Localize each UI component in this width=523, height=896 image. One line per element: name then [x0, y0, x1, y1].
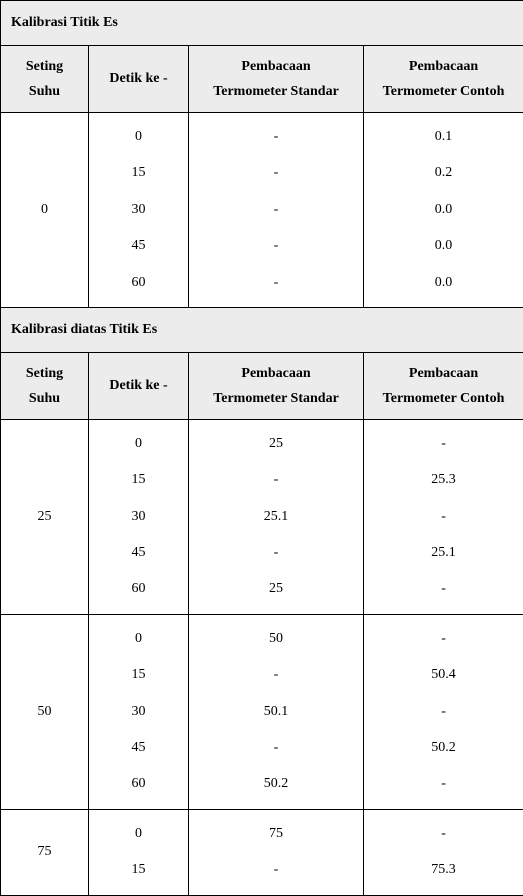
s1-s4: - [189, 265, 363, 301]
s2g1-s0: 50 [189, 621, 363, 657]
s1-s2: - [189, 192, 363, 228]
s1-h-seting-a: Seting [5, 54, 84, 79]
s2g0-s4: 25 [189, 571, 363, 607]
s1-s3: - [189, 228, 363, 264]
s1-h-standar-a: Pembacaan [193, 54, 359, 79]
s1-times: 0 15 30 45 60 [89, 112, 189, 307]
s2g0-standar: 25 - 25.1 - 25 [189, 419, 364, 614]
s2g2-contoh: - 75.3 [364, 809, 523, 895]
s2g0-t2: 30 [89, 499, 188, 535]
s1-seting: 0 [1, 112, 89, 307]
s2g1-c4: - [364, 766, 523, 802]
s2g0-contoh: - 25.3 - 25.1 - [364, 419, 523, 614]
s2g2-standar: 75 - [189, 809, 364, 895]
s1-standar: - - - - - [189, 112, 364, 307]
s2-h-standar-a: Pembacaan [193, 361, 359, 386]
s2g0-t3: 45 [89, 535, 188, 571]
s2g2-t0: 0 [89, 816, 188, 852]
s1-h-standar: Pembacaan Termometer Standar [189, 45, 364, 112]
s2g2-c0: - [364, 816, 523, 852]
s2g2-s0: 75 [189, 816, 363, 852]
s2g0-s1: - [189, 462, 363, 498]
s1-t4: 60 [89, 265, 188, 301]
s1-s0: - [189, 119, 363, 155]
s2g2-t1: 15 [89, 852, 188, 888]
s2-h-standar: Pembacaan Termometer Standar [189, 352, 364, 419]
s1-t3: 45 [89, 228, 188, 264]
s2g1-c3: 50.2 [364, 730, 523, 766]
s2g0-c1: 25.3 [364, 462, 523, 498]
s2g1-c2: - [364, 694, 523, 730]
s2g0-s2: 25.1 [189, 499, 363, 535]
s2g0-c2: - [364, 499, 523, 535]
s2-h-detik: Detik ke - [89, 352, 189, 419]
s1-h-contoh-b: Termometer Contoh [368, 79, 519, 104]
s2g1-s4: 50.2 [189, 766, 363, 802]
s2g2-c1: 75.3 [364, 852, 523, 888]
s2g0-s3: - [189, 535, 363, 571]
s1-h-seting: Seting Suhu [1, 45, 89, 112]
s1-h-detik: Detik ke - [89, 45, 189, 112]
s1-t0: 0 [89, 119, 188, 155]
s2-h-contoh: Pembacaan Termometer Contoh [364, 352, 523, 419]
s2g1-standar: 50 - 50.1 - 50.2 [189, 614, 364, 809]
s1-c0: 0.1 [364, 119, 523, 155]
s2g1-t4: 60 [89, 766, 188, 802]
s1-c3: 0.0 [364, 228, 523, 264]
s2g1-contoh: - 50.4 - 50.2 - [364, 614, 523, 809]
s1-c4: 0.0 [364, 265, 523, 301]
s2g1-t1: 15 [89, 657, 188, 693]
s1-c2: 0.0 [364, 192, 523, 228]
s2g0-times: 0 15 30 45 60 [89, 419, 189, 614]
s2g0-c4: - [364, 571, 523, 607]
s2g1-s2: 50.1 [189, 694, 363, 730]
s2-h-contoh-b: Termometer Contoh [368, 386, 519, 411]
s1-h-seting-b: Suhu [5, 79, 84, 104]
s1-t1: 15 [89, 155, 188, 191]
s2g0-t4: 60 [89, 571, 188, 607]
s2g1-c1: 50.4 [364, 657, 523, 693]
s1-s1: - [189, 155, 363, 191]
s2g0-t1: 15 [89, 462, 188, 498]
s2g0-s0: 25 [189, 426, 363, 462]
s2g0-c3: 25.1 [364, 535, 523, 571]
s2g2-times: 0 15 [89, 809, 189, 895]
s2g1-t2: 30 [89, 694, 188, 730]
s2-h-contoh-a: Pembacaan [368, 361, 519, 386]
s2g0-seting: 25 [1, 419, 89, 614]
s2-h-seting-a: Seting [5, 361, 84, 386]
s1-contoh: 0.1 0.2 0.0 0.0 0.0 [364, 112, 523, 307]
s2g1-times: 0 15 30 45 60 [89, 614, 189, 809]
s1-h-standar-b: Termometer Standar [193, 79, 359, 104]
s2g1-s3: - [189, 730, 363, 766]
s2g1-t0: 0 [89, 621, 188, 657]
s2g0-c0: - [364, 426, 523, 462]
s2-h-seting-b: Suhu [5, 386, 84, 411]
s2-h-standar-b: Termometer Standar [193, 386, 359, 411]
s2g0-t0: 0 [89, 426, 188, 462]
s2g1-c0: - [364, 621, 523, 657]
section2-title: Kalibrasi diatas Titik Es [1, 307, 523, 352]
calibration-table: Kalibrasi Titik Es Seting Suhu Detik ke … [0, 0, 523, 896]
s2g1-seting: 50 [1, 614, 89, 809]
s1-c1: 0.2 [364, 155, 523, 191]
section1-title: Kalibrasi Titik Es [1, 1, 523, 46]
s2g2-seting: 75 [1, 809, 89, 895]
s2-h-seting: Seting Suhu [1, 352, 89, 419]
s2g1-t3: 45 [89, 730, 188, 766]
s1-h-contoh: Pembacaan Termometer Contoh [364, 45, 523, 112]
s1-t2: 30 [89, 192, 188, 228]
s2g1-s1: - [189, 657, 363, 693]
s2g2-s1: - [189, 852, 363, 888]
s1-h-contoh-a: Pembacaan [368, 54, 519, 79]
